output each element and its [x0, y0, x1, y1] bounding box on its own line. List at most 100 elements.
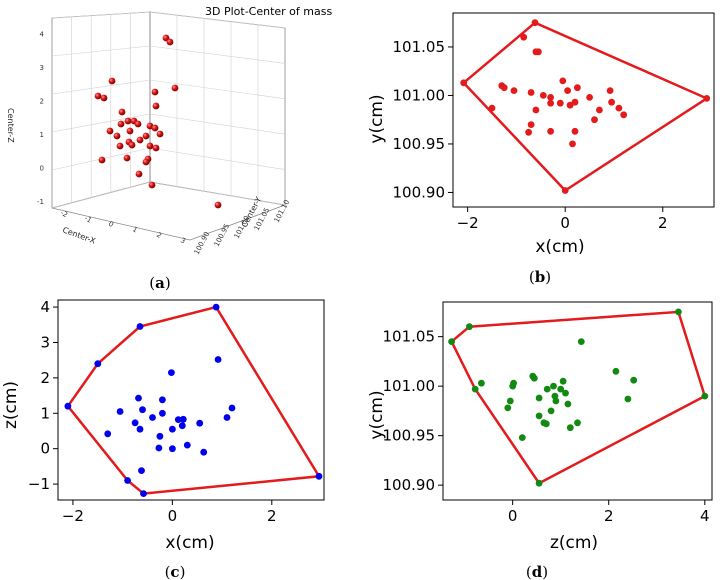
data-point-3d [152, 102, 160, 110]
data-point-d [612, 367, 620, 375]
data-point-b [591, 116, 598, 124]
data-point-c [131, 419, 139, 427]
z-tick-label-3d: 2 [40, 98, 44, 106]
data-point-d [566, 424, 574, 432]
data-point-3d [136, 136, 144, 144]
data-point-d [542, 420, 550, 428]
data-point-c [149, 414, 156, 421]
grid-line-right-wall [149, 45, 286, 64]
data-point-d [535, 412, 543, 420]
caption-c: (c) [165, 563, 186, 580]
data-point-b [571, 98, 579, 106]
data-point-c [196, 419, 204, 427]
data-point-b [564, 87, 571, 94]
data-point-3d [118, 108, 126, 116]
x-tick-label-c: −2 [62, 507, 84, 525]
data-point-b [571, 127, 579, 135]
y-tick-label-c: 1 [40, 404, 50, 422]
data-point-d [535, 479, 543, 487]
data-point-b [547, 99, 554, 107]
data-point-c [169, 425, 176, 433]
convex-hull-b [461, 21, 710, 193]
x-tick-label-d: 2 [604, 507, 614, 525]
data-point-3d [94, 92, 102, 100]
data-point-d [504, 404, 512, 412]
data-point-b [569, 140, 576, 148]
y-tick-label-b: 100.95 [393, 135, 446, 153]
xlabel-d: z(cm) [550, 533, 598, 553]
plot-frame-b [452, 12, 715, 208]
data-point-d [552, 397, 560, 405]
data-point-d [466, 323, 473, 331]
data-point-3d [128, 141, 136, 149]
data-point-b [596, 106, 603, 114]
y-tick-label-c: −1 [28, 475, 50, 493]
data-point-3d [166, 38, 174, 46]
data-point-c [223, 414, 231, 421]
data-point-b [531, 19, 539, 27]
data-point-b [559, 77, 567, 85]
z-tick-label-3d: 3 [40, 64, 44, 72]
ylabel-d: y(cm) [367, 390, 387, 439]
data-point-d [701, 392, 709, 400]
data-point-d [559, 377, 567, 385]
data-point-b [561, 187, 569, 194]
data-point-c [94, 360, 102, 368]
zlabel-3d: Center-Z [6, 108, 15, 143]
data-point-3d [117, 120, 125, 128]
grid-line-left-wall [51, 45, 151, 57]
z-tick-label-3d: -1 [37, 198, 44, 206]
y-tick-label-d: 101.00 [383, 377, 436, 395]
x-tick-label-3d: 1 [131, 225, 139, 234]
data-point-c [138, 467, 145, 474]
y-tick-label-3d: 100.95 [213, 223, 232, 248]
grid-3d [51, 11, 286, 209]
grid-line-right-wall [149, 147, 286, 170]
z-tick-label-3d: 4 [40, 31, 45, 39]
panel-d-scatter: y(cm) z(cm) (d) 0 2 4 100.90 100.95 101.00 101… [367, 301, 713, 580]
z-tick-label-3d: 0 [40, 165, 44, 173]
data-point-b [532, 106, 540, 114]
data-point-3d [171, 84, 179, 92]
panel-b-scatter: y(cm) x(cm) (b) −2 0 2 100.90 100.95 101.00 10… [367, 12, 715, 286]
y-tick-label-3d: 100.90 [193, 231, 212, 256]
data-point-3d [126, 127, 134, 135]
data-point-b [608, 98, 615, 106]
data-point-c [212, 303, 220, 311]
data-point-b [620, 111, 628, 119]
caption-b: (b) [529, 268, 551, 286]
data-point-c [104, 430, 112, 438]
x-tick-label-c: 2 [267, 507, 277, 525]
data-point-3d [124, 117, 132, 125]
data-point-b [520, 33, 528, 41]
data-point-d [564, 400, 572, 408]
title-3d: 3D Plot-Center of mass [205, 5, 332, 18]
panel-c-scatter: z(cm) x(cm) (c) −2 0 2 −1 0 1 2 3 4 [1, 298, 325, 580]
data-point-3d [98, 156, 106, 164]
data-point-b [510, 87, 518, 94]
data-point-d [543, 385, 551, 393]
data-point-d [518, 434, 526, 441]
data-point-b [535, 48, 542, 56]
panel-a-3d-plot: 3D Plot-Center of mass -1 0 1 2 3 4 -2 -1 0 1 2 3 10… [6, 5, 332, 292]
y-tick-label-d: 101.05 [383, 328, 436, 346]
data-point-b [556, 99, 564, 107]
z-tick-label-3d: 1 [40, 131, 44, 139]
data-point-3d [152, 144, 160, 152]
data-point-d [506, 397, 514, 405]
grid-line-left-wall [51, 11, 151, 19]
data-point-b [574, 84, 581, 92]
convex-hull-d [450, 310, 707, 485]
data-point-d [471, 385, 479, 393]
data-point-d [448, 338, 455, 345]
x-tick-label-c: 0 [168, 507, 178, 525]
data-point-3d [116, 142, 124, 150]
data-point-d [535, 394, 543, 402]
ylabel-b: y(cm) [367, 94, 387, 143]
data-point-b [547, 94, 554, 101]
data-point-3d [156, 130, 164, 138]
x-tick-label-3d: -2 [59, 209, 69, 219]
data-point-c [136, 425, 144, 433]
y-tick-label-c: 4 [40, 298, 50, 316]
